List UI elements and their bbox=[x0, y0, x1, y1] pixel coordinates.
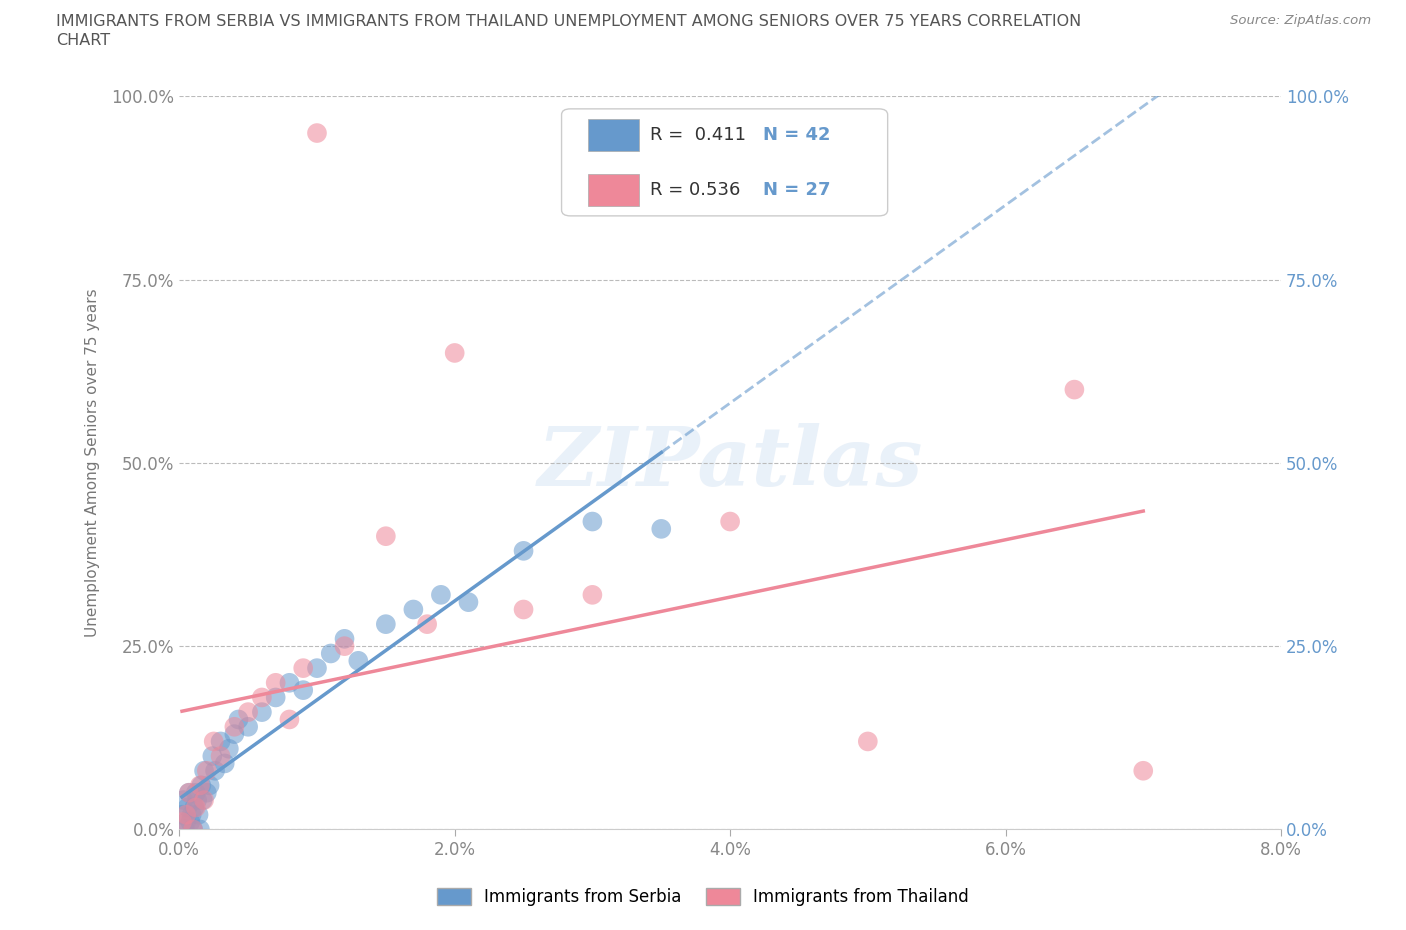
Point bbox=[443, 346, 465, 361]
Point bbox=[214, 756, 236, 771]
Point bbox=[374, 617, 396, 631]
Point bbox=[305, 126, 328, 140]
Point bbox=[191, 792, 214, 807]
Text: R =  0.411: R = 0.411 bbox=[650, 126, 745, 144]
Point bbox=[184, 785, 207, 800]
Point bbox=[218, 741, 240, 756]
Point bbox=[224, 726, 246, 741]
Point bbox=[209, 734, 232, 749]
Point bbox=[264, 675, 287, 690]
Point bbox=[292, 683, 315, 698]
Point bbox=[264, 690, 287, 705]
Point bbox=[174, 807, 197, 822]
Point bbox=[177, 785, 200, 800]
Point bbox=[250, 705, 273, 720]
Point bbox=[188, 822, 211, 837]
Point bbox=[180, 807, 202, 822]
Point bbox=[193, 792, 215, 807]
Point bbox=[416, 617, 439, 631]
FancyBboxPatch shape bbox=[561, 109, 887, 216]
Point bbox=[224, 719, 246, 734]
Point bbox=[333, 639, 356, 654]
Point bbox=[177, 785, 200, 800]
Point bbox=[236, 705, 259, 720]
Point bbox=[186, 792, 208, 807]
Point bbox=[193, 764, 215, 778]
Point bbox=[718, 514, 741, 529]
Point bbox=[236, 719, 259, 734]
Point bbox=[172, 792, 194, 807]
Point bbox=[228, 712, 250, 727]
Point bbox=[512, 543, 534, 558]
Legend: Immigrants from Serbia, Immigrants from Thailand: Immigrants from Serbia, Immigrants from … bbox=[430, 881, 976, 912]
Point bbox=[198, 778, 221, 793]
Text: R = 0.536: R = 0.536 bbox=[650, 181, 740, 199]
Point bbox=[202, 734, 225, 749]
Point bbox=[181, 822, 204, 837]
Text: Source: ZipAtlas.com: Source: ZipAtlas.com bbox=[1230, 14, 1371, 27]
Point bbox=[292, 660, 315, 675]
Point bbox=[856, 734, 879, 749]
Text: ZIPatlas: ZIPatlas bbox=[537, 423, 922, 503]
Point bbox=[581, 514, 603, 529]
FancyBboxPatch shape bbox=[588, 119, 638, 151]
Text: N = 42: N = 42 bbox=[763, 126, 831, 144]
Point bbox=[170, 815, 193, 830]
Point bbox=[183, 800, 205, 815]
Point bbox=[319, 646, 342, 661]
Point bbox=[179, 815, 201, 830]
Point bbox=[187, 807, 209, 822]
Point bbox=[190, 778, 212, 793]
Point bbox=[174, 815, 197, 830]
Point bbox=[1132, 764, 1154, 778]
Point bbox=[581, 588, 603, 603]
Point bbox=[1063, 382, 1085, 397]
Y-axis label: Unemployment Among Seniors over 75 years: Unemployment Among Seniors over 75 years bbox=[86, 288, 100, 637]
Text: N = 27: N = 27 bbox=[763, 181, 831, 199]
Point bbox=[201, 749, 224, 764]
Point bbox=[204, 764, 226, 778]
Point bbox=[305, 660, 328, 675]
Text: CHART: CHART bbox=[56, 33, 110, 47]
Point bbox=[278, 712, 301, 727]
Point bbox=[457, 594, 479, 609]
Point bbox=[173, 822, 195, 837]
Point bbox=[188, 778, 211, 793]
Point bbox=[278, 675, 301, 690]
Point bbox=[333, 631, 356, 646]
Text: IMMIGRANTS FROM SERBIA VS IMMIGRANTS FROM THAILAND UNEMPLOYMENT AMONG SENIORS OV: IMMIGRANTS FROM SERBIA VS IMMIGRANTS FRO… bbox=[56, 14, 1081, 29]
Point bbox=[250, 690, 273, 705]
Point bbox=[347, 654, 370, 669]
Point bbox=[195, 785, 218, 800]
FancyBboxPatch shape bbox=[588, 174, 638, 206]
Point bbox=[209, 749, 232, 764]
Point bbox=[184, 800, 207, 815]
Point bbox=[181, 822, 204, 837]
Point bbox=[195, 764, 218, 778]
Point bbox=[402, 602, 425, 617]
Point bbox=[170, 807, 193, 822]
Point bbox=[374, 529, 396, 544]
Point bbox=[650, 522, 672, 537]
Point bbox=[512, 602, 534, 617]
Point bbox=[176, 800, 198, 815]
Point bbox=[430, 588, 453, 603]
